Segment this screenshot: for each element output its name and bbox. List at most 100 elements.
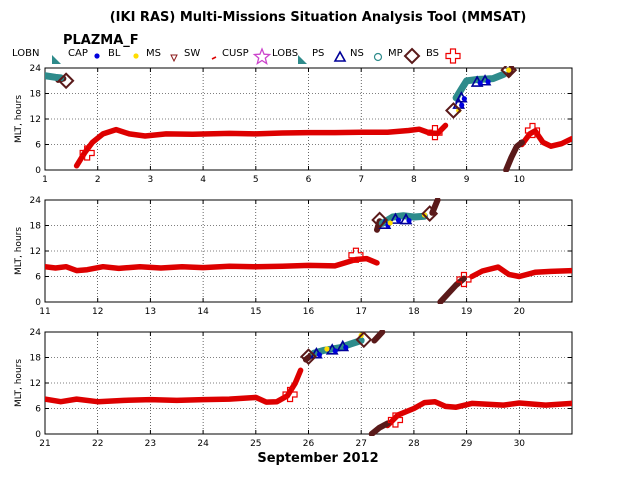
legend-label-lobn: LOBN [12,48,39,59]
marker-mp [371,211,389,229]
marker-bl [506,67,512,73]
x-tick-label: 12 [92,307,103,317]
legend-label-ms: MS [146,48,161,59]
x-tick-label: 1 [42,175,48,185]
panel-data [45,198,572,304]
marker-bl [387,220,393,226]
marker-mp [57,72,75,90]
marker-cap [395,217,402,223]
x-tick-label: 13 [145,307,156,317]
marker-mp [500,66,518,79]
legend-label-ns: NS [350,48,364,59]
series-sw [73,122,449,169]
series-ms [503,139,525,172]
x-tick-label: 14 [197,307,209,317]
marker-cap [316,352,323,358]
legend-marker-ms [170,54,178,63]
x-tick-label: 4 [200,175,206,185]
x-tick-label: 15 [250,307,261,317]
legend-label-lobs: LOBS [272,48,298,59]
y-tick-label: 6 [35,405,41,415]
panel-data [45,330,572,436]
series-ns [45,72,65,82]
x-tick-label: 20 [514,307,526,317]
x-tick-label: 26 [303,439,315,449]
y-tick-label: 0 [35,430,41,440]
y-tick-label: 24 [30,328,42,338]
y-tick-label: 24 [30,196,42,206]
marker-cap [406,217,412,224]
y-axis-label: MLT, hours [14,227,24,275]
legend-label-mp: MP [388,48,403,59]
x-tick-label: 30 [514,439,526,449]
series-sw [384,398,572,429]
x-tick-label: 21 [39,439,50,449]
panel-3: 21 22 23 24 25 26 27 28 29 30 0 6 12 18 24 MLT, hours [14,328,573,449]
x-axis-label: September 2012 [257,451,378,466]
x-tick-label: 23 [145,439,156,449]
marker-cap [485,79,491,85]
legend-marker-bs [445,48,461,64]
x-tick-label: 29 [461,439,473,449]
y-tick-label: 18 [30,90,42,100]
legend-label-cap: CAP [68,48,88,59]
y-tick-label: 6 [35,273,41,283]
x-tick-label: 18 [408,307,420,317]
y-tick-label: 18 [30,354,42,364]
x-tick-label: 17 [355,307,366,317]
series-sw [45,255,380,274]
x-tick-label: 10 [514,175,526,185]
y-tick-label: 12 [30,247,41,257]
x-tick-label: 27 [355,439,366,449]
y-tick-label: 12 [30,115,41,125]
y-tick-label: 18 [30,222,42,232]
y-tick-label: 0 [35,298,41,308]
legend-marker-ns [373,52,383,62]
panel-data [45,66,572,172]
marker-bs [524,122,541,139]
series-ns [452,70,507,102]
marker-bs [427,124,443,141]
marker-mp [300,348,317,366]
legend-label-bl: BL [108,48,121,59]
series-sw [45,367,304,405]
legend-label-ps: PS [312,48,324,59]
legend-marker-ps [333,50,347,62]
legend-label-sw: SW [184,48,200,59]
x-tick-label: 6 [306,175,312,185]
y-tick-label: 6 [35,141,41,151]
x-tick-label: 19 [461,307,473,317]
series-ns [378,212,428,227]
chart-subtitle: PLAZMA_F [63,33,139,48]
marker-bs [387,412,404,428]
marker-cap [343,344,349,351]
marker-bs [348,247,364,263]
chart-title: (IKI RAS) Multi-Missions Situation Analy… [110,10,527,25]
x-tick-label: 3 [148,175,154,185]
x-tick-label: 22 [92,439,103,449]
marker-bl [324,346,330,352]
legend-marker-cap [94,53,100,59]
series-sw [469,264,572,280]
y-axis-label: MLT, hours [14,95,24,143]
y-tick-label: 0 [35,166,41,176]
series-ms [371,330,386,344]
legend-marker-cusp [252,47,272,65]
x-tick-label: 11 [39,307,50,317]
marker-mp [355,331,373,349]
marker-mp [421,205,439,223]
legend-marker-lobn [52,55,61,64]
marker-bs [456,271,472,288]
series-ms [368,420,391,436]
legend-marker-bl [133,53,139,59]
x-tick-label: 16 [303,307,315,317]
x-tick-label: 9 [464,175,470,185]
panel-2: 11 12 13 14 15 16 17 18 19 20 0 6 12 18 24 MLT, hours [14,196,573,317]
legend-label-cusp: CUSP [222,48,249,59]
marker-cap [477,80,483,86]
marker-cap [461,96,467,102]
marker-cap [332,348,338,354]
